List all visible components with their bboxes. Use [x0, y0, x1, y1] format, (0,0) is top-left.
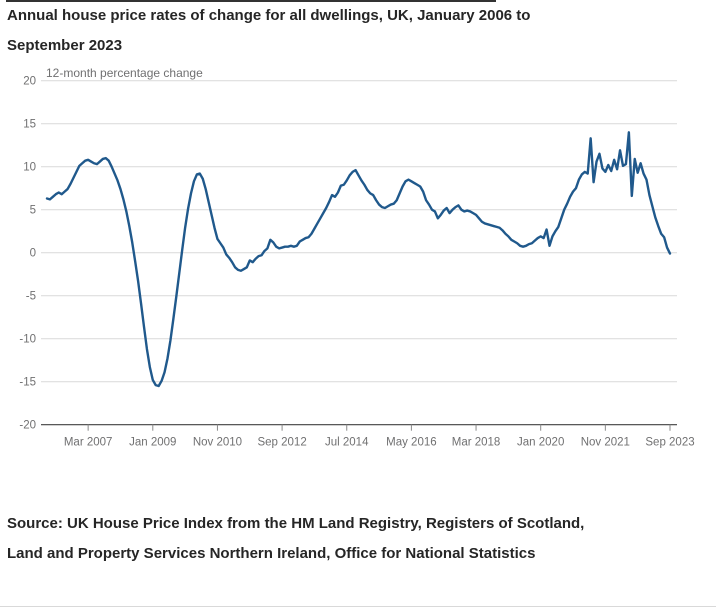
- x-axis-tick-label: Mar 2007: [64, 437, 113, 449]
- x-axis-tick-label: Nov 2021: [581, 437, 630, 449]
- x-axis-tick-label: Sep 2012: [257, 437, 306, 449]
- bottom-divider: [0, 606, 716, 607]
- y-axis-tick-label: 20: [23, 76, 36, 88]
- x-axis-tick-label: Jan 2020: [517, 437, 564, 449]
- x-axis-tick-label: Nov 2010: [193, 437, 242, 449]
- x-axis-tick-label: Mar 2018: [452, 437, 501, 449]
- y-axis-tick-label: 10: [23, 162, 36, 174]
- x-axis-tick-label: May 2016: [386, 437, 437, 449]
- y-axis-tick-label: 0: [30, 248, 36, 260]
- x-axis-tick-label: Sep 2023: [645, 437, 694, 449]
- x-axis: Mar 2007 Jan 2009 Nov 2010 Sep 2012 Jul 2014…: [64, 424, 695, 449]
- y-axis-tick-label: -20: [19, 420, 36, 432]
- y-axis-tick-label: -5: [26, 291, 36, 303]
- y-axis-tick-label: 15: [23, 119, 36, 131]
- price-change-line: [45, 131, 672, 388]
- x-axis-tick-label: Jul 2014: [325, 437, 369, 449]
- y-axis-tick-label: -15: [19, 377, 36, 389]
- x-axis-tick-label: Jan 2009: [129, 437, 176, 449]
- source-text: Source: UK House Price Index from the HM…: [7, 515, 585, 562]
- gridlines: [41, 80, 677, 426]
- house-price-line-chart: 12-month percentage change 20 15 10 5 0 -5 -10…: [19, 66, 695, 449]
- chart-title: Annual house price rates of change for a…: [7, 7, 531, 54]
- y-axis-labels: 20 15 10 5 0 -5 -10 -15 -20: [19, 76, 36, 432]
- y-axis-tick-label: -10: [19, 334, 36, 346]
- chart-subtitle: 12-month percentage change: [46, 66, 203, 80]
- cropped-text-artifact: [6, 0, 496, 2]
- y-axis-tick-label: 5: [30, 205, 36, 217]
